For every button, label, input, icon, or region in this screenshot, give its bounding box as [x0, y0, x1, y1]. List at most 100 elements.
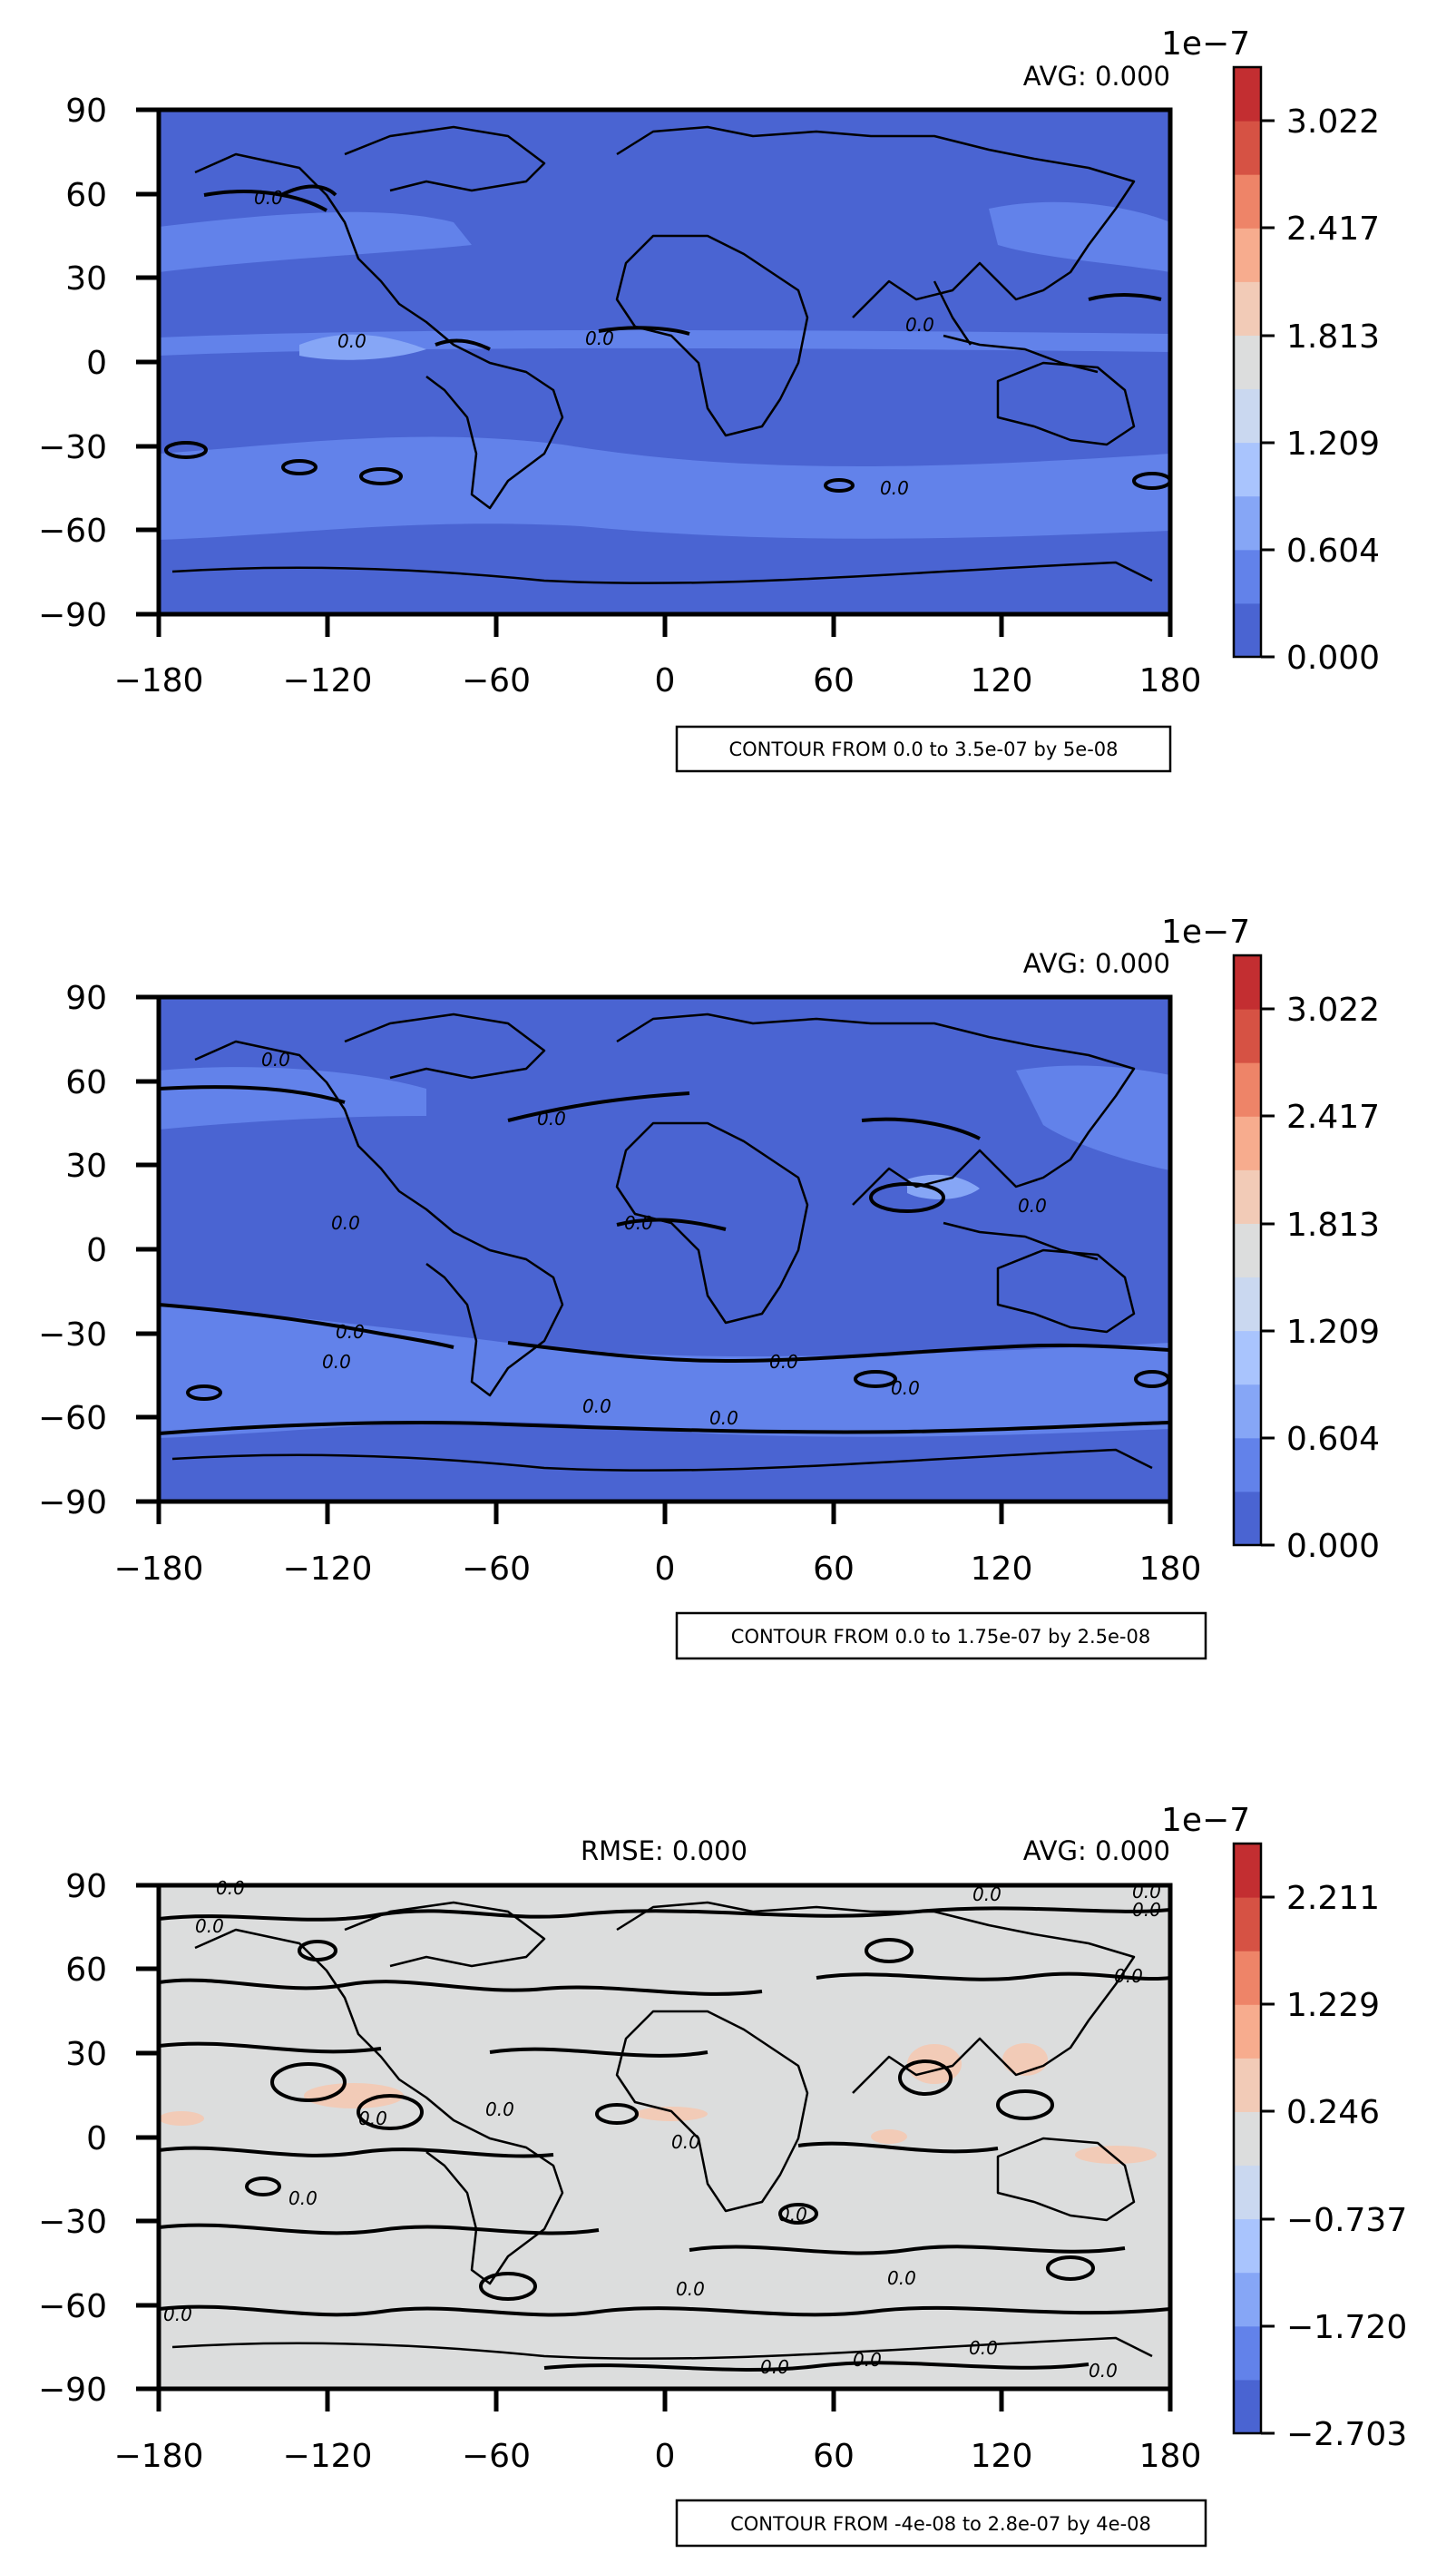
- x-tick-label: −120: [283, 1551, 373, 1588]
- colorbar: 0.000 0.604 1.209 1.813 2.417 3.022 1e−7: [1161, 25, 1380, 677]
- x-tick-label: −180: [114, 662, 204, 699]
- contour-info-box: [675, 1611, 1207, 1660]
- contour-value-label: 0.0: [905, 314, 934, 336]
- colorbar-segment: [1234, 442, 1261, 497]
- colorbar-segment: [1234, 121, 1261, 175]
- field-band-north-pacific: [989, 201, 1170, 272]
- colorbar-ticks: [1261, 1895, 1275, 2435]
- colorbar-ticks: [1261, 119, 1275, 659]
- contour-value-label: 0.0: [1018, 1195, 1047, 1217]
- field-spot-caribbean: [299, 334, 426, 360]
- contour-value-label: 0.0: [195, 1915, 224, 1937]
- contour-value-label: 0.0: [254, 187, 283, 209]
- contour-info-text: CONTOUR FROM 0.0 to 3.5e-07 by 5e-08: [728, 739, 1118, 760]
- map-panel-3: [159, 1885, 1170, 2389]
- colorbar-segment: [1234, 602, 1261, 658]
- coastlines: [171, 1901, 1153, 2360]
- ticks: [136, 1883, 1173, 2411]
- colorbar-tick-labels: 0.000 0.604 1.209 1.813 2.417 3.022: [1286, 103, 1380, 677]
- contour-value-label: 0.0: [972, 1883, 1002, 1905]
- colorbar-segment: [1234, 1951, 1261, 2005]
- x-tick-label: 120: [971, 662, 1033, 699]
- colorbar-exponent: 1e−7: [1161, 25, 1250, 63]
- colorbar-tick-label: 1.209: [1286, 426, 1380, 463]
- colorbar-exponent: 1e−7: [1161, 914, 1250, 951]
- y-tick-label: 60: [65, 177, 107, 214]
- x-tick-label: 120: [971, 2438, 1033, 2475]
- y-tick-label: 0: [86, 345, 107, 382]
- contour-value-label: 0.0: [585, 328, 614, 349]
- panel-2: −180 −120 −60 0 60 120 180 90 60 30 0 −3…: [38, 914, 1380, 1660]
- x-tick-label: −60: [462, 1551, 531, 1588]
- contour-value-labels: 0.0 0.0 0.0 0.0 0.0: [254, 187, 934, 499]
- contour-value-label: 0.0: [853, 2349, 882, 2371]
- y-tick-labels: 90 60 30 0 −30 −60 −90: [38, 1868, 107, 2409]
- colorbar-tick-label: 2.211: [1286, 1880, 1380, 1917]
- colorbar-segment: [1234, 2379, 1261, 2434]
- contours: [164, 184, 1170, 493]
- y-tick-label: −60: [38, 513, 107, 550]
- contour-value-label: 0.0: [887, 2267, 916, 2289]
- panel-3: −180 −120 −60 0 60 120 180 90 60 30 0 −3…: [38, 1802, 1407, 2548]
- colorbar-segment: [1234, 1277, 1261, 1332]
- colorbar-segment: [1234, 388, 1261, 444]
- contour-value-label: 0.0: [1132, 1881, 1161, 1903]
- colorbar-segment: [1234, 2218, 1261, 2274]
- colorbar-tick-label: 1.813: [1286, 318, 1380, 356]
- contour-value-label: 0.0: [676, 2278, 705, 2300]
- y-tick-label: 60: [65, 1064, 107, 1101]
- contour-value-label: 0.0: [261, 1049, 290, 1071]
- x-tick-label: 60: [813, 662, 855, 699]
- contour-value-label: 0.0: [709, 1407, 738, 1429]
- contour-value-label: 0.0: [537, 1108, 566, 1130]
- colorbar-tick-label: 0.000: [1286, 640, 1380, 677]
- contour-value-label: 0.0: [322, 1351, 351, 1373]
- x-tick-label: 0: [655, 1551, 676, 1588]
- contour-value-label: 0.0: [337, 330, 366, 352]
- contour-value-labels: 0.0 0.0 0.0 0.0 0.0 0.0 0.0 0.0 0.0 0.0 …: [261, 1049, 1047, 1429]
- colorbar-tick-label: −2.703: [1286, 2416, 1407, 2453]
- colorbar-segment: [1234, 955, 1261, 1010]
- contour-value-label: 0.0: [216, 1877, 245, 1899]
- y-tick-label: 30: [65, 260, 107, 298]
- contour-value-label: 0.0: [358, 2108, 387, 2129]
- y-tick-label: −90: [38, 1484, 107, 1521]
- colorbar-tick-label: 2.417: [1286, 210, 1380, 248]
- colorbar-segment: [1234, 1169, 1261, 1224]
- colorbar-segment: [1234, 1330, 1261, 1385]
- colorbar-segment: [1234, 2058, 1261, 2112]
- y-tick-label: 90: [65, 93, 107, 130]
- colorbar-tick-label: 3.022: [1286, 103, 1380, 141]
- y-tick-label: 90: [65, 1868, 107, 1905]
- colorbar-tick-label: 0.604: [1286, 1421, 1380, 1458]
- map-panel-1: [159, 110, 1170, 614]
- colorbar-frame: [1232, 1842, 1263, 2435]
- ticks: [136, 994, 1173, 1524]
- contour-value-label: 0.0: [760, 2356, 789, 2378]
- avg-label: AVG: 0.000: [1023, 1835, 1170, 1866]
- x-tick-label: 180: [1139, 662, 1202, 699]
- x-tick-label: 60: [813, 1551, 855, 1588]
- contour-value-label: 0.0: [163, 2304, 192, 2325]
- colorbar-segment: [1234, 2165, 1261, 2220]
- x-tick-label: 180: [1139, 1551, 1202, 1588]
- rmse-label: RMSE: 0.000: [581, 1835, 748, 1866]
- colorbar-segment: [1234, 1491, 1261, 1546]
- avg-label: AVG: 0.000: [1023, 948, 1170, 979]
- colorbar-segment: [1234, 1009, 1261, 1063]
- contour-value-labels: 0.0 0.0 0.0 0.0 0.0 0.0 0.0 0.0 0.0 0.0 …: [163, 1877, 1161, 2382]
- x-tick-label: −180: [114, 1551, 204, 1588]
- colorbar-segment: [1234, 1116, 1261, 1170]
- colorbar-tick-labels: 0.000 0.604 1.209 1.813 2.417 3.022: [1286, 992, 1380, 1565]
- colorbar-segment: [1234, 1437, 1261, 1492]
- x-tick-label: −60: [462, 2438, 531, 2475]
- colorbar-tick-label: −1.720: [1286, 2309, 1407, 2346]
- contour-value-label: 0.0: [1114, 1965, 1143, 1987]
- colorbar-segment: [1234, 2004, 1261, 2059]
- y-tick-label: 60: [65, 1952, 107, 1989]
- contour-info-text: CONTOUR FROM -4e-08 to 2.8e-07 by 4e-08: [730, 2513, 1151, 2535]
- colorbar: 0.000 0.604 1.209 1.813 2.417 3.022 1e−7: [1161, 914, 1380, 1565]
- contour-value-label: 0.0: [778, 2204, 807, 2226]
- y-tick-label: 90: [65, 980, 107, 1017]
- contour-value-label: 0.0: [331, 1212, 360, 1234]
